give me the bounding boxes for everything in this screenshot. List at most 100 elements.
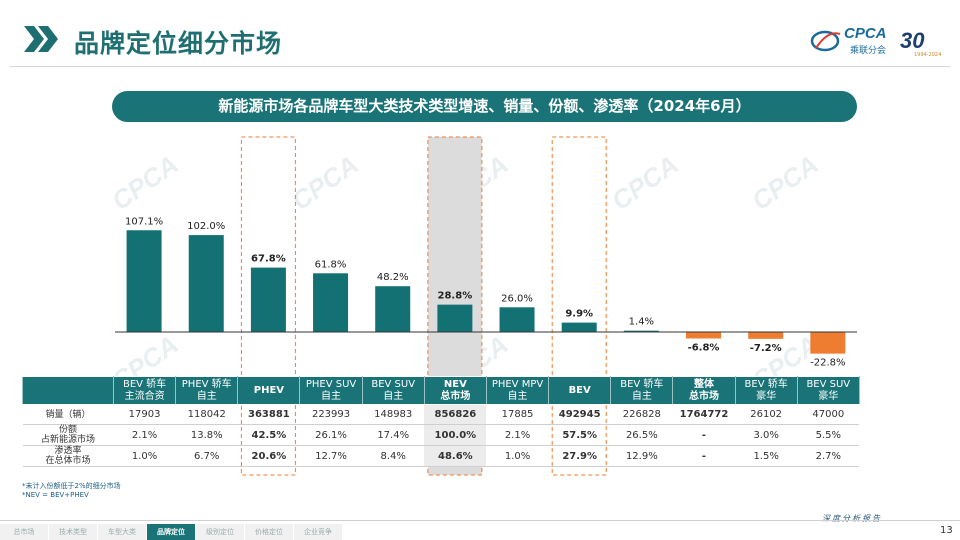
footer-tagline: 深度分析报告 [822, 514, 882, 523]
bar [561, 322, 597, 332]
column-header: PHEV [237, 376, 301, 405]
table-cell: 12.7% [299, 445, 363, 467]
row-label: 销量（辆） [22, 404, 114, 425]
column-header-line1: BEV SUV [806, 378, 851, 390]
column-header: PHEV 轿车 自主 [175, 376, 239, 405]
table-cell: 100.0% [424, 424, 487, 446]
table-cell: 226828 [610, 404, 673, 425]
data-label: 9.9% [565, 309, 593, 320]
page-number: 13 [940, 525, 953, 536]
table-cell: 1764772 [672, 404, 736, 425]
footnotes: *未计入份额低于2%的细分市场 *NEV = BEV+PHEV [22, 482, 121, 500]
column-header-line2: 主流合资 [124, 390, 165, 402]
chart-title-banner: 新能源市场各品牌车型大类技术类型增速、销量、份额、渗透率（2024年6月） [112, 91, 857, 122]
nav-tab[interactable]: 技术类型 [49, 524, 97, 540]
data-label: 102.0% [187, 221, 225, 232]
nav-tab[interactable]: 价格定位 [245, 524, 293, 540]
nav-tab[interactable]: 总市场 [0, 524, 48, 540]
table-cell: 13.8% [175, 424, 238, 446]
data-label: 48.2% [377, 272, 409, 283]
anniversary-logo: 30 1994-2024 [900, 28, 946, 60]
section-navbar: 总市场 技术类型 车型大类 品牌定位 级别定位 价格定位 企业竞争 [0, 524, 343, 540]
row-label-line1: 销量（辆） [45, 409, 91, 420]
bar [686, 332, 722, 339]
row-label-line2: 在总体市场 [45, 456, 91, 466]
data-table: BEV 轿车 主流合资 PHEV 轿车 自主 PHEV PHEV SUV 自主 BEV SUV… [22, 376, 860, 467]
table-cell: 2.7% [797, 445, 860, 467]
data-label: -22.8% [810, 358, 845, 369]
data-label: 107.1% [125, 216, 163, 227]
table-cell: 26102 [735, 404, 798, 425]
watermark-text: CPCA [106, 149, 184, 216]
table-cell: 26.1% [299, 424, 363, 446]
column-header: BEV SUV 自主 [361, 376, 425, 405]
data-label: -6.8% [688, 342, 720, 353]
column-header: BEV 轿车 主流合资 [112, 376, 177, 405]
cpca-logo: CPCA 乘联分会 [810, 25, 890, 56]
bar [250, 267, 286, 332]
table-cell: 57.5% [548, 424, 611, 446]
table-cell: 118042 [175, 404, 238, 425]
column-header-line2: 总市场 [440, 390, 471, 402]
logo-text: CPCA [844, 25, 887, 42]
watermark-text: CPCA [286, 149, 364, 216]
row-label: 份额 占新能源市场 [22, 424, 114, 446]
cpca-emblem-icon [810, 30, 841, 52]
table-cell: 6.7% [175, 445, 238, 467]
column-header-line2: 总市场 [688, 390, 719, 402]
column-header-line1: NEV [443, 378, 467, 390]
table-row: 渗透率 在总体市场 1.0% 6.7% 20.6% 12.7% 8.4% 48.6% 1.0% 2… [22, 445, 860, 467]
table-row: 销量（辆） 17903 118042 363881 223993 148983 856826… [22, 404, 860, 425]
double-chevron-icon [24, 26, 58, 52]
column-header-line1: BEV 轿车 [744, 378, 788, 390]
nav-tab[interactable]: 车型大类 [98, 524, 146, 540]
column-header-line1: PHEV 轿车 [181, 378, 232, 390]
table-cell: 2.1% [486, 424, 549, 446]
table-cell: 148983 [362, 404, 425, 425]
column-header-line2: 自主 [631, 390, 652, 402]
data-label: 61.8% [315, 259, 347, 270]
footer-divider [0, 520, 960, 521]
footnote: *NEV = BEV+PHEV [22, 491, 89, 499]
nav-tab[interactable]: 级别定位 [196, 524, 244, 540]
column-header: BEV 轿车 自主 [610, 376, 674, 405]
data-label: 67.8% [251, 254, 286, 265]
table-cell: 48.6% [424, 445, 487, 467]
column-header: PHEV MPV 自主 [485, 376, 550, 405]
nav-tab[interactable]: 品牌定位 [147, 524, 195, 540]
table-cell: 20.6% [237, 445, 300, 467]
column-header-line1: 整体 [693, 378, 714, 390]
bar [437, 304, 473, 332]
data-label: 28.8% [438, 291, 473, 302]
watermark-text: CPCA [746, 149, 824, 216]
table-corner-cell [22, 376, 114, 405]
table-cell: - [672, 445, 736, 467]
row-label: 渗透率 在总体市场 [22, 445, 114, 467]
bar [499, 307, 535, 332]
table-cell: 17903 [113, 404, 176, 425]
table-cell: 26.5% [610, 424, 673, 446]
column-header-line1: BEV 轿车 [122, 378, 167, 390]
column-header-line1: PHEV [253, 384, 285, 396]
column-header: BEV 轿车 豪华 [734, 376, 798, 405]
column-header-line2: 自主 [321, 390, 342, 402]
row-label-line1: 份额 [58, 425, 77, 435]
column-header: NEV 总市场 [423, 376, 487, 405]
column-header-line1: BEV 轿车 [620, 378, 664, 390]
bar [748, 332, 784, 339]
column-header-line1: PHEV MPV [491, 378, 544, 390]
table-cell: 856826 [424, 404, 487, 425]
bar [375, 286, 411, 332]
bar [313, 273, 349, 332]
bar [623, 330, 659, 332]
table-cell: 223993 [299, 404, 363, 425]
column-header-line1: BEV SUV [371, 378, 416, 390]
table-cell: 42.5% [237, 424, 300, 446]
table-row: 份额 占新能源市场 2.1% 13.8% 42.5% 26.1% 17.4% 100.0% 2.… [22, 424, 860, 446]
column-header-line2: 豪华 [818, 390, 839, 402]
table-cell: 363881 [237, 404, 300, 425]
header-divider [10, 66, 950, 67]
nav-tab[interactable]: 企业竞争 [294, 524, 342, 540]
table-cell: 17885 [486, 404, 549, 425]
